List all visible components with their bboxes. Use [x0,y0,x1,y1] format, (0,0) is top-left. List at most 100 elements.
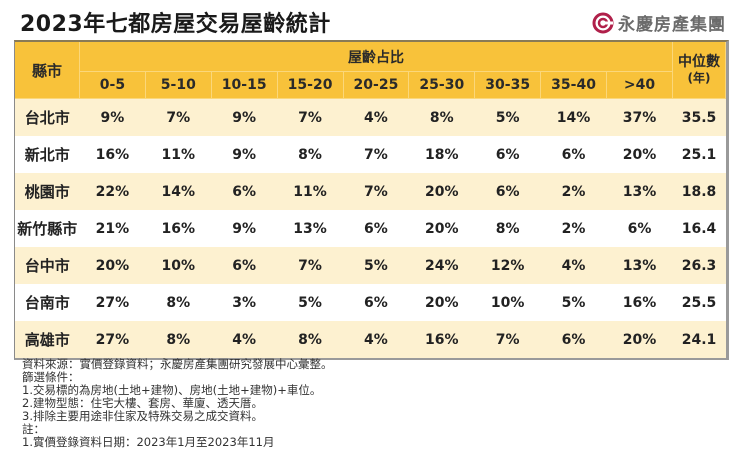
age-share-cell: 27% [79,321,146,358]
median-cell: 18.8 [672,173,726,210]
region-cell: 新竹縣市 [15,210,80,247]
age-column-header: 35-40 [540,71,607,99]
age-column-header: 30-35 [474,71,542,99]
age-share-cell: 5% [343,247,409,284]
median-header: 中位數 (年) [672,42,726,99]
age-share-cell: 18% [408,136,475,173]
age-share-cell: 6% [540,136,607,173]
age-share-cell: 7% [277,98,343,136]
page-title: 2023年七都房屋交易屋齡統計 [20,12,331,37]
age-share-cell: 37% [606,98,673,136]
age-share-cell: 4% [211,321,278,358]
age-share-cell: 6% [211,247,278,284]
age-share-cell: 7% [343,173,409,210]
median-header-unit: (年) [687,71,711,85]
footnote-line: 1.實價登錄資料日期：2023年1月至2023年11月 [22,435,275,449]
age-share-cell: 8% [277,136,343,173]
region-cell: 桃園市 [15,173,80,210]
age-share-cell: 24% [408,247,475,284]
footnote-line: 2.建物型態：住宅大樓、套房、華廈、透天厝。 [22,396,263,410]
age-share-cell: 4% [343,321,409,358]
table-row: 新竹縣市 21% 16% 9% 13% 6% 20% 8% 2% 6% 16.4 [15,210,726,247]
age-share-cell: 10% [474,284,541,321]
age-share-cell: 22% [79,173,146,210]
table-row: 高雄市 27% 8% 4% 8% 4% 16% 7% 6% 20% 24.1 [15,321,726,358]
age-share-cell: 4% [343,98,409,136]
table-row: 台中市 20% 10% 6% 7% 5% 24% 12% 4% 13% 26.3 [15,247,726,284]
age-column-header: 0-5 [79,71,146,99]
age-share-cell: 8% [474,210,541,247]
age-share-cell: 14% [540,98,607,136]
age-share-cell: 6% [343,210,409,247]
age-column-header: 25-30 [408,71,476,99]
age-share-group-header: 屋齡占比 [79,42,673,72]
age-column-header: >40 [606,71,673,99]
median-cell: 25.1 [672,136,726,173]
median-cell: 35.5 [672,98,726,136]
footnote-line: 1.交易標的為房地(土地+建物)、房地(土地+建物)+車位。 [22,383,322,397]
age-share-cell: 11% [277,173,343,210]
median-header-label: 中位數 [678,54,720,70]
age-share-cell: 3% [211,284,278,321]
age-share-cell: 16% [408,321,475,358]
median-cell: 24.1 [672,321,726,358]
age-share-cell: 13% [277,210,343,247]
footnotes: 資料來源：實價登錄資料；永慶房產集團研究發展中心彙整。 篩選條件： 1.交易標的為房… [22,358,333,449]
age-share-cell: 2% [540,210,607,247]
age-share-cell: 20% [408,173,475,210]
table-row: 桃園市 22% 14% 6% 11% 7% 20% 6% 2% 13% 18.8 [15,173,726,210]
age-share-cell: 20% [606,136,673,173]
age-share-cell: 6% [606,210,673,247]
age-share-cell: 5% [474,98,541,136]
age-share-cell: 8% [145,321,212,358]
age-share-cell: 10% [145,247,212,284]
age-share-cell: 13% [606,173,673,210]
age-share-cell: 16% [145,210,212,247]
age-column-header: 20-25 [343,71,410,99]
age-share-cell: 20% [408,210,475,247]
age-share-cell: 5% [540,284,607,321]
table-row: 台北市 9% 7% 9% 7% 4% 8% 5% 14% 37% 35.5 [15,98,726,136]
age-share-cell: 9% [211,136,278,173]
age-share-cell: 11% [145,136,212,173]
median-cell: 16.4 [672,210,726,247]
table-row: 新北市 16% 11% 9% 8% 7% 18% 6% 6% 20% 25.1 [15,136,726,173]
median-cell: 26.3 [672,247,726,284]
age-share-cell: 27% [79,284,146,321]
region-cell: 台中市 [15,247,80,284]
footnote-line: 資料來源：實價登錄資料；永慶房產集團研究發展中心彙整。 [22,357,333,371]
brand-logo: 永慶房產集團 [592,10,726,35]
age-share-cell: 7% [343,136,409,173]
age-share-cell: 2% [540,173,607,210]
age-share-cell: 8% [408,98,475,136]
age-share-cell: 14% [145,173,212,210]
age-share-cell: 6% [474,136,541,173]
age-share-cell: 21% [79,210,146,247]
age-share-cell: 7% [145,98,212,136]
age-share-cell: 8% [145,284,212,321]
yungching-circle-logo-icon [592,12,614,33]
region-cell: 高雄市 [15,321,80,358]
footnote-line: 篩選條件： [22,370,80,384]
age-share-cell: 6% [343,284,409,321]
age-share-cell: 9% [79,98,146,136]
age-share-cell: 13% [606,247,673,284]
table-row: 台南市 27% 8% 3% 5% 6% 20% 10% 5% 16% 25.5 [15,284,726,321]
region-header: 縣市 [15,42,80,99]
median-cell: 25.5 [672,284,726,321]
region-cell: 台南市 [15,284,80,321]
age-share-cell: 20% [606,321,673,358]
age-share-cell: 16% [606,284,673,321]
age-share-cell: 6% [474,173,541,210]
age-share-cell: 4% [540,247,607,284]
age-column-header: 15-20 [277,71,344,99]
age-stats-table: 縣市 屋齡占比 中位數 (年) 0-5 5-10 10-15 15-20 20-25 25… [14,40,729,360]
age-share-cell: 8% [277,321,343,358]
age-share-cell: 5% [277,284,343,321]
age-share-cell: 6% [540,321,607,358]
age-column-header: 5-10 [145,71,212,99]
age-column-header: 10-15 [211,71,278,99]
age-share-cell: 16% [79,136,146,173]
brand-name: 永慶房產集團 [618,15,726,35]
age-share-cell: 9% [211,210,278,247]
